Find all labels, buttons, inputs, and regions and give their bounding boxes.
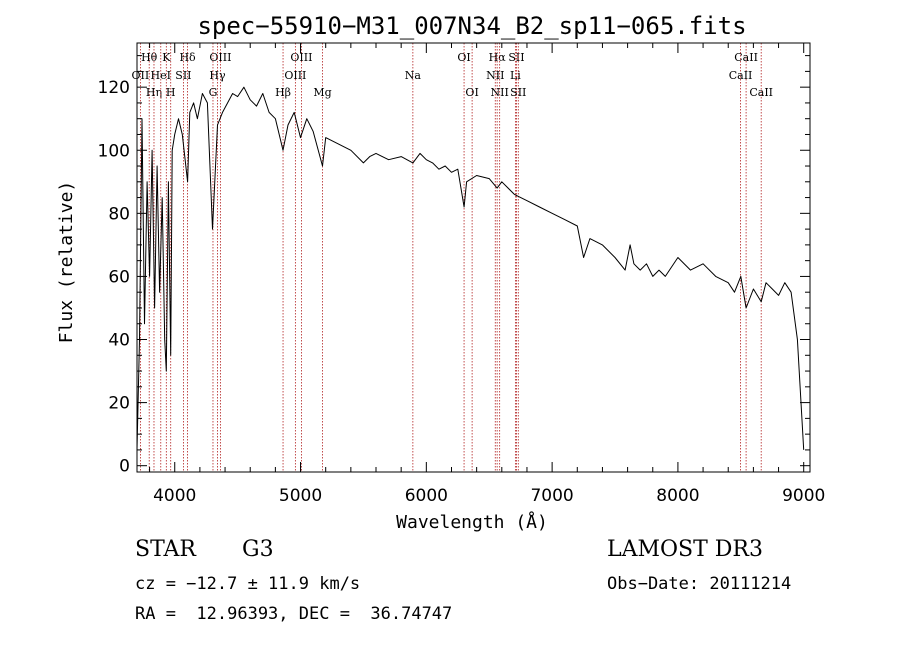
y-tick-label-40: 40: [108, 331, 130, 351]
marker-label-0: Hθ: [141, 51, 158, 64]
redshift-readout: cz = −12.7 ± 11.9 km/s: [135, 574, 361, 594]
marker-label-25: CaII: [729, 69, 753, 82]
marker-label-7: Hδ: [179, 51, 196, 64]
x-tick-label-5000: 5000: [279, 486, 322, 506]
marker-label-14: Mg: [313, 86, 331, 99]
marker-label-5: H: [166, 86, 176, 99]
object-subclass: G3: [242, 537, 274, 562]
y-tick-label-120: 120: [98, 78, 130, 98]
series-line-flux: [136, 86, 805, 450]
object-class: STAR: [135, 537, 196, 562]
y-tick-label-0: 0: [119, 457, 130, 477]
plot-frame: [136, 42, 811, 473]
marker-label-9: Hγ: [209, 69, 226, 82]
coordinates-readout: RA = 12.96393, DEC = 36.74747: [135, 604, 453, 624]
marker-label-18: Hα: [489, 51, 507, 64]
spectrum-chart: spec−55910−M31_007N34_B2_sp11−065.fits H…: [56, 12, 825, 533]
marker-label-6: SII: [175, 69, 191, 82]
emission-line-markers: Hθ OII Hη HeI K H SII Hδ OIII Hγ G Hβ OIII OIII Mg Na OI…: [132, 43, 773, 472]
x-tick-label-9000: 9000: [782, 486, 825, 506]
marker-label-19: NII: [486, 69, 504, 82]
x-tick-label-6000: 6000: [405, 486, 448, 506]
x-tick-label-4000: 4000: [153, 486, 196, 506]
marker-label-17: OI: [465, 86, 478, 99]
marker-label-2: Hη: [146, 86, 162, 99]
marker-label-4: K: [162, 51, 171, 64]
x-tick-label-8000: 8000: [656, 486, 699, 506]
marker-label-24: CaII: [734, 51, 758, 64]
marker-label-10: G: [209, 86, 218, 99]
y-tick-label-100: 100: [98, 141, 130, 161]
y-tick-label-60: 60: [108, 267, 130, 287]
y-tick-label-80: 80: [108, 204, 130, 224]
chart-title: spec−55910−M31_007N34_B2_sp11−065.fits: [197, 12, 746, 40]
marker-label-13: OIII: [284, 69, 306, 82]
obs-date: Obs−Date: 20111214: [607, 574, 792, 594]
marker-label-23: SII: [510, 86, 526, 99]
marker-label-1: OII: [132, 69, 150, 82]
x-axis-label: Wavelength (Å): [396, 511, 548, 533]
marker-label-20: NII: [491, 86, 509, 99]
survey-name: LAMOST DR3: [607, 537, 763, 562]
marker-label-26: CaII: [749, 86, 773, 99]
spectrum-series: [136, 86, 805, 450]
y-tick-label-20: 20: [108, 394, 130, 414]
marker-label-12: OIII: [290, 51, 312, 64]
marker-label-16: OI: [457, 51, 470, 64]
marker-label-3: HeI: [151, 69, 171, 82]
x-tick-label-7000: 7000: [530, 486, 573, 506]
marker-label-22: Li: [510, 69, 521, 82]
marker-label-8: OIII: [209, 51, 231, 64]
x-axis: 4000 5000 6000 7000 8000 9000: [149, 43, 825, 506]
marker-label-11: Hβ: [275, 86, 291, 99]
marker-label-21: SII: [508, 51, 524, 64]
marker-label-15: Na: [405, 69, 422, 82]
y-axis: 0 20 40 60 80 100 120: [98, 55, 810, 477]
y-axis-label: Flux (relative): [56, 181, 77, 344]
